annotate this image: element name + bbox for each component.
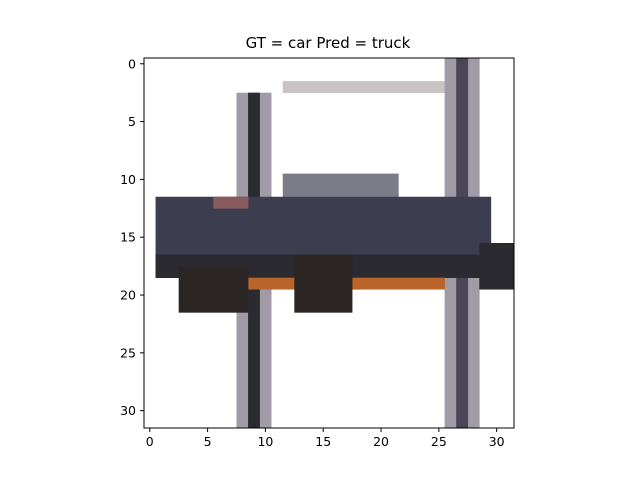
y-tick-label: 5: [128, 114, 136, 129]
y-tick-label: 30: [120, 403, 136, 418]
y-axis: 0 5 10 15 20 25 30: [120, 56, 144, 418]
x-tick-label: 25: [431, 434, 447, 449]
y-tick-label: 0: [128, 56, 136, 71]
x-tick-label: 15: [315, 434, 331, 449]
y-tick-label: 25: [120, 345, 136, 360]
image-pixels: [144, 58, 515, 429]
y-tick-label: 15: [120, 230, 136, 245]
x-tick-label: 5: [204, 434, 212, 449]
y-tick-label: 10: [120, 172, 136, 187]
rear-wheel: [294, 254, 353, 313]
front-wheel: [178, 266, 249, 313]
lift-arm: [282, 81, 445, 93]
car-rear-end: [479, 243, 515, 290]
x-tick-label: 30: [489, 434, 505, 449]
figure-title: GT = car Pred = truck: [246, 34, 411, 52]
x-tick-label: 20: [373, 434, 389, 449]
y-tick-label: 20: [120, 288, 136, 303]
car-trim: [213, 196, 249, 209]
axes-frame: [143, 57, 515, 429]
x-axis: 0 5 10 15 20 25 30: [146, 428, 505, 449]
x-tick-label: 10: [257, 434, 273, 449]
x-tick-label: 0: [146, 434, 154, 449]
